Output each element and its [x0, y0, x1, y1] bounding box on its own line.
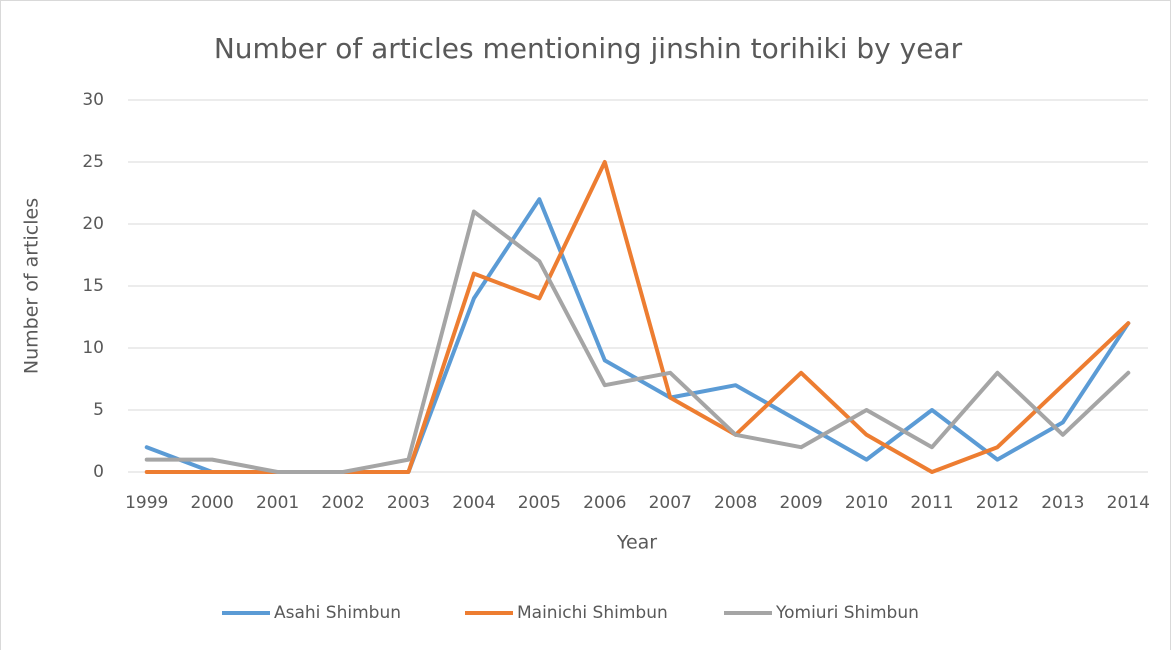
x-tick-label: 2000: [191, 493, 234, 513]
y-tick-label: 20: [82, 214, 104, 234]
x-tick-label: 2007: [649, 493, 692, 513]
y-tick-label: 15: [82, 276, 104, 296]
x-tick-label: 2006: [583, 493, 626, 513]
x-tick-label: 2001: [256, 493, 299, 513]
x-tick-label: 2014: [1107, 493, 1150, 513]
y-tick-label: 25: [82, 152, 104, 172]
legend-label: Mainichi Shimbun: [517, 603, 668, 623]
x-tick-label: 2012: [976, 493, 1019, 513]
x-tick-label: 2005: [518, 493, 561, 513]
x-tick-label: 2009: [779, 493, 822, 513]
x-tick-label: 2011: [910, 493, 953, 513]
x-tick-label: 1999: [125, 493, 168, 513]
y-tick-label: 5: [93, 400, 104, 420]
y-axis-label: Number of articles: [21, 198, 43, 374]
y-tick-label: 30: [82, 90, 104, 110]
x-axis-label: Year: [616, 532, 657, 554]
x-tick-label: 2004: [452, 493, 495, 513]
x-tick-label: 2010: [845, 493, 888, 513]
chart-title: Number of articles mentioning jinshin to…: [214, 32, 963, 65]
series-line: [144, 209, 1131, 474]
legend-label: Asahi Shimbun: [274, 603, 401, 623]
x-tick-label: 2013: [1041, 493, 1084, 513]
x-tick-label: 2003: [387, 493, 430, 513]
x-tick-label: 2002: [321, 493, 364, 513]
y-tick-label: 10: [82, 338, 104, 358]
x-tick-label: 2008: [714, 493, 757, 513]
y-tick-label: 0: [93, 462, 104, 482]
legend-label: Yomiuri Shimbun: [775, 603, 919, 623]
